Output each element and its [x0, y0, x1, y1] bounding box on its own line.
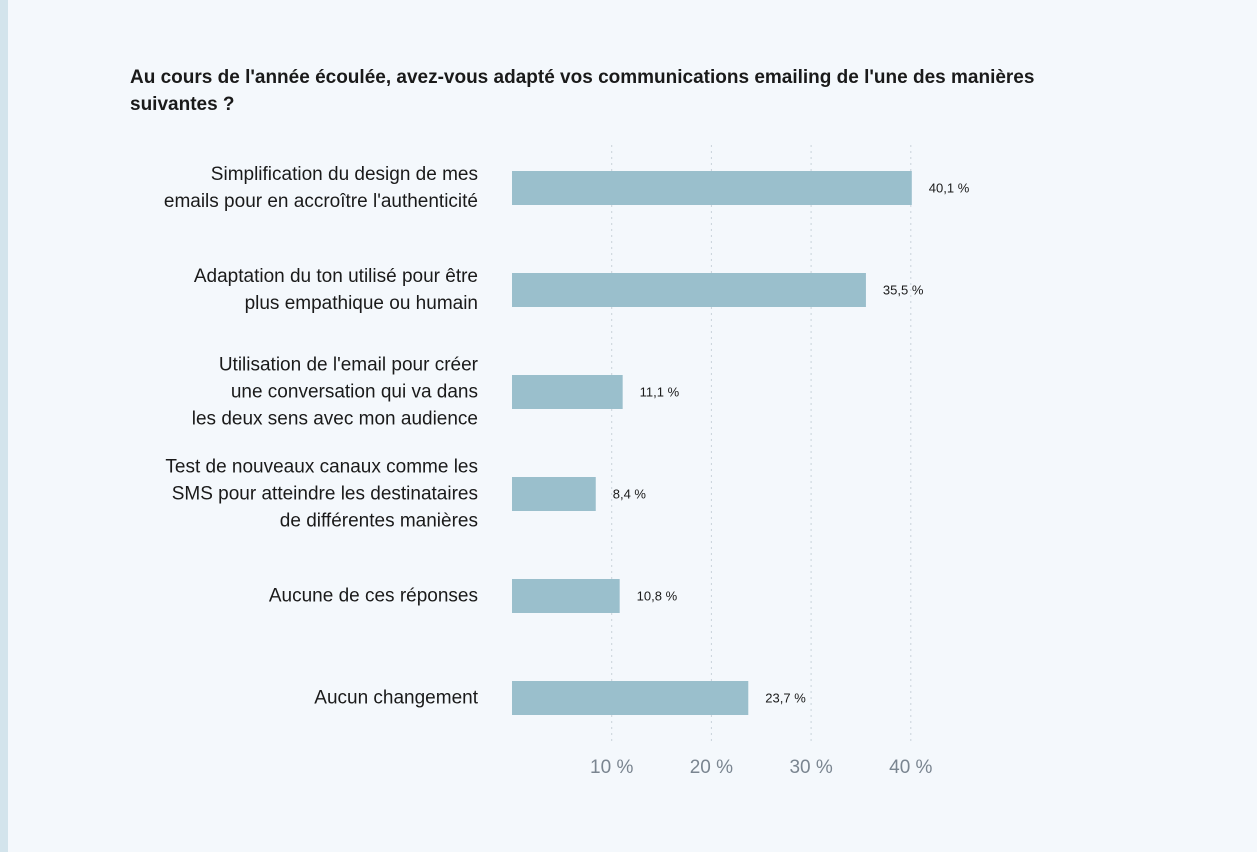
bar	[512, 273, 866, 307]
bar	[512, 681, 749, 715]
bar	[512, 375, 623, 409]
value-label: 40,1 %	[928, 180, 970, 196]
x-tick-label: 20 %	[689, 757, 734, 778]
category-label: Utilisation de l'email pour créer une co…	[191, 354, 478, 430]
value-label: 11,1 %	[639, 384, 680, 400]
value-label: 10,8 %	[636, 588, 678, 604]
category-label: Adaptation du ton utilisé pour être plus…	[193, 266, 478, 314]
category-label: Aucun changement	[314, 687, 478, 709]
bar	[512, 477, 596, 511]
bar	[512, 579, 620, 613]
side-strip	[0, 0, 8, 852]
category-label: Test de nouveaux canaux comme les SMS po…	[165, 456, 478, 532]
category-label: Simplification du design de mes emails p…	[163, 164, 478, 212]
value-label: 23,7 %	[765, 690, 806, 706]
value-label: 35,5 %	[882, 282, 924, 298]
x-tick-label: 10 %	[590, 757, 634, 778]
x-tick-label: 30 %	[789, 757, 833, 778]
category-label: Aucune de ces réponses	[268, 585, 478, 607]
bar	[512, 171, 912, 205]
chart-title: Au cours de l'année écoulée, avez-vous a…	[130, 67, 1035, 115]
value-label: 8,4 %	[612, 486, 646, 502]
x-tick-label: 40 %	[889, 757, 933, 778]
